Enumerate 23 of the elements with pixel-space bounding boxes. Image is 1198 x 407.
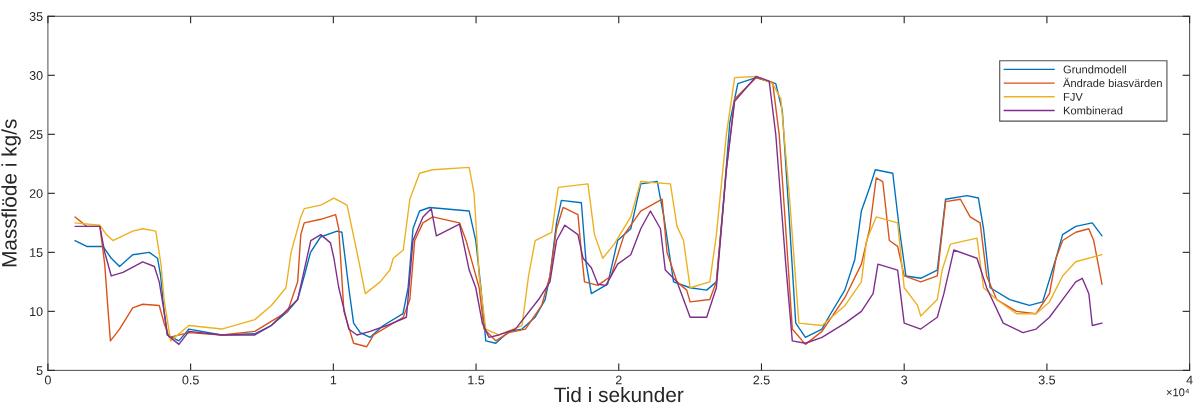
x-tick-label: 3 [901, 375, 908, 385]
x-tick-label: 2 [615, 375, 622, 385]
y-tick-label: 35 [29, 12, 43, 21]
text: ×10⁴ [1166, 388, 1190, 397]
x-tick-label: 2.5 [753, 375, 770, 385]
x-tick-label: 3.5 [1038, 375, 1056, 385]
y-tick-label: 10 [30, 307, 43, 317]
legend-label: Kombinerad [1063, 106, 1123, 115]
y-tick-label: 25 [29, 130, 43, 139]
y-tick-label: 20 [29, 189, 43, 198]
x-tick-label: 1.5 [468, 375, 485, 385]
legend-label: FJV [1063, 93, 1083, 101]
y-tick-label: 30 [29, 71, 43, 80]
x-tick-label: 1 [330, 375, 337, 385]
legend-label: Ändrade biasvärden [1063, 77, 1162, 88]
y-tick-label: 15 [30, 248, 43, 257]
legend-label: Grundmodell [1063, 65, 1126, 74]
y-tick-label: 5 [36, 366, 43, 376]
x-tick-label: 4 [1186, 375, 1193, 385]
x-tick-label: 0.5 [182, 375, 199, 385]
x-axis-title: Tid i sekunder [554, 386, 684, 403]
y-axis-title: Massflöde i kg/s [1, 119, 21, 267]
x-tick-label: 0 [44, 375, 51, 385]
